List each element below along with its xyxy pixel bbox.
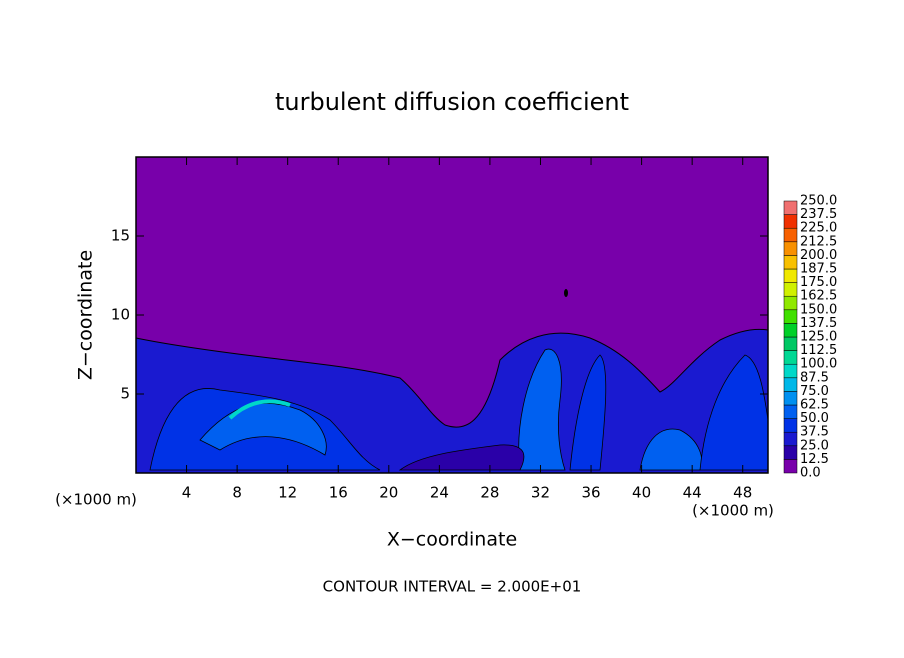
- x-unit: (×1000 m): [692, 502, 774, 520]
- colorbar-swatch: [783, 227, 798, 243]
- colorbar-label: 0.0: [800, 466, 821, 481]
- y-axis-label: Z−coordinate: [75, 250, 97, 380]
- colorbar-swatch: [783, 309, 798, 324]
- colorbar-label: 250.0: [800, 194, 837, 209]
- field-region: [569, 354, 607, 471]
- x-tick-label: 40: [632, 484, 651, 502]
- colorbar-swatch: [783, 418, 798, 433]
- colorbar-label: 162.5: [800, 289, 837, 304]
- colorbar-swatch: [783, 363, 798, 379]
- colorbar-label: 187.5: [800, 262, 837, 277]
- chart-title: turbulent diffusion coefficient: [275, 88, 629, 116]
- x-tick-label: 44: [683, 484, 702, 502]
- colorbar-swatch: [783, 350, 798, 365]
- colorbar-label: 225.0: [800, 221, 837, 236]
- colorbar-label: 137.5: [800, 316, 837, 331]
- field: [135, 157, 769, 474]
- x-tick-label: 8: [232, 484, 242, 502]
- x-tick-label: 48: [733, 484, 752, 502]
- colorbar-swatch: [783, 214, 798, 229]
- x-tick-label: 32: [531, 484, 550, 502]
- colorbar-label: 200.0: [800, 248, 837, 263]
- colorbar-swatch: [783, 200, 798, 215]
- colorbar-label: 50.0: [800, 411, 829, 426]
- x-tick-label: 20: [379, 484, 398, 502]
- x-tick-label: 12: [278, 484, 297, 502]
- colorbar-label: 62.5: [800, 398, 829, 413]
- colorbar-label: 12.5: [800, 452, 829, 467]
- colorbar-swatch: [783, 404, 798, 419]
- colorbar-label: 100.0: [800, 357, 837, 372]
- colorbar-swatch: [783, 431, 798, 447]
- colorbar-swatch: [783, 445, 798, 460]
- y-unit: (×1000 m): [55, 491, 137, 509]
- colorbar-swatch: [783, 255, 798, 270]
- colorbar-swatch: [783, 323, 798, 338]
- colorbar-label: 87.5: [800, 370, 829, 385]
- field-region: [398, 444, 525, 471]
- colorbar-swatch: [783, 459, 798, 474]
- colorbar-label: 150.0: [800, 302, 837, 317]
- field-region: [518, 348, 566, 471]
- field-region: [699, 354, 769, 471]
- colorbar-swatch: [783, 268, 798, 283]
- colorbar-swatch: [783, 377, 798, 392]
- field-streak: [228, 399, 291, 420]
- colorbar-label: 175.0: [800, 275, 837, 290]
- colorbar-swatch: [783, 241, 798, 256]
- colorbar-swatch: [783, 282, 798, 297]
- colorbar-label: 237.5: [800, 207, 837, 222]
- colorbar-label: 75.0: [800, 384, 829, 399]
- colorbar-label: 112.5: [800, 343, 837, 358]
- colorbar-label: 37.5: [800, 425, 829, 440]
- x-tick-label: 16: [329, 484, 348, 502]
- x-tick-label: 24: [430, 484, 449, 502]
- colorbar-swatch: [783, 295, 798, 311]
- colorbar-swatch: [783, 336, 798, 351]
- y-tick-label: 5: [120, 385, 130, 403]
- field-spot: [564, 289, 568, 297]
- x-axis-label: X−coordinate: [387, 529, 517, 551]
- x-tick-label: 4: [182, 484, 192, 502]
- colorbar-label: 25.0: [800, 438, 829, 453]
- colorbar-label: 125.0: [800, 330, 837, 345]
- annotation: CONTOUR INTERVAL = 2.000E+01: [323, 578, 582, 596]
- colorbar-label: 212.5: [800, 234, 837, 249]
- x-tick-label: 28: [480, 484, 499, 502]
- y-tick-label: 10: [111, 306, 130, 324]
- colorbar-swatch: [783, 391, 798, 406]
- x-tick-label: 36: [581, 484, 600, 502]
- y-tick-label: 15: [111, 227, 130, 245]
